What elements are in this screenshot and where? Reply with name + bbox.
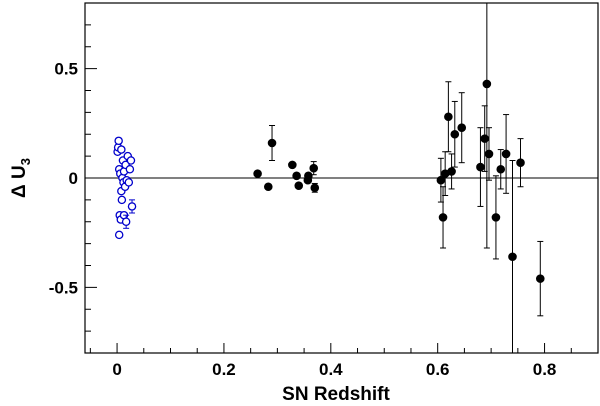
filled-circle-point (263, 182, 273, 192)
y-axis-title: Δ U3 (9, 158, 33, 198)
open-circle-point (114, 136, 123, 146)
filled-circle-point (444, 112, 453, 122)
x-tick-label: 0.6 (426, 360, 450, 379)
filled-circle-point (304, 171, 313, 181)
filled-circle-point (253, 169, 262, 178)
filled-circle-point (292, 171, 301, 181)
y-axis-title-subscript: 3 (18, 158, 33, 165)
y-axis-title-main: Δ U (9, 165, 30, 198)
open-circle-point (121, 217, 131, 226)
open-circle-point (117, 145, 126, 154)
filled-circle-point (480, 134, 490, 143)
filled-circle-point (535, 274, 545, 283)
x-tick-label: 0.8 (533, 360, 557, 379)
axis-ticks: 0 0.2 0.4 0.6 0.8 -0.5 0 0.5 (49, 24, 572, 379)
y-axis-title-group: Δ U3 (9, 158, 33, 198)
y-tick-label: 0.5 (54, 60, 78, 79)
filled-circle-point (484, 149, 494, 159)
data-points (113, 3, 545, 353)
filled-circle-point (447, 167, 456, 176)
filled-circle-point (491, 213, 501, 222)
x-tick-label: 0.2 (212, 360, 236, 379)
filled-circle-point (288, 160, 297, 170)
x-axis-title: SN Redshift (282, 384, 390, 405)
filled-circle-point (476, 162, 485, 172)
filled-circle-point (438, 213, 448, 222)
open-circle-point (127, 202, 137, 211)
open-circle-point (126, 156, 136, 165)
filled-circle-point (457, 123, 467, 132)
filled-circle-point (450, 129, 460, 139)
filled-circle-point (267, 138, 277, 148)
open-circle-point (117, 195, 127, 205)
x-tick-label: 0.4 (319, 360, 343, 379)
filled-circle-point (294, 181, 304, 190)
open-circle-point (114, 230, 124, 240)
filled-circle-point (482, 79, 492, 89)
open-circle-point (124, 178, 134, 187)
y-tick-label: 0 (69, 169, 78, 188)
filled-circle-point (501, 149, 511, 159)
x-tick-label: 0 (112, 360, 121, 379)
y-tick-label: -0.5 (49, 278, 78, 297)
open-circle-point (125, 164, 135, 174)
filled-circle-point (508, 252, 517, 262)
filled-circle-point (496, 164, 506, 174)
filled-circle-point (310, 183, 320, 193)
filled-circle-point (516, 158, 525, 167)
filled-circle-point (309, 163, 319, 173)
